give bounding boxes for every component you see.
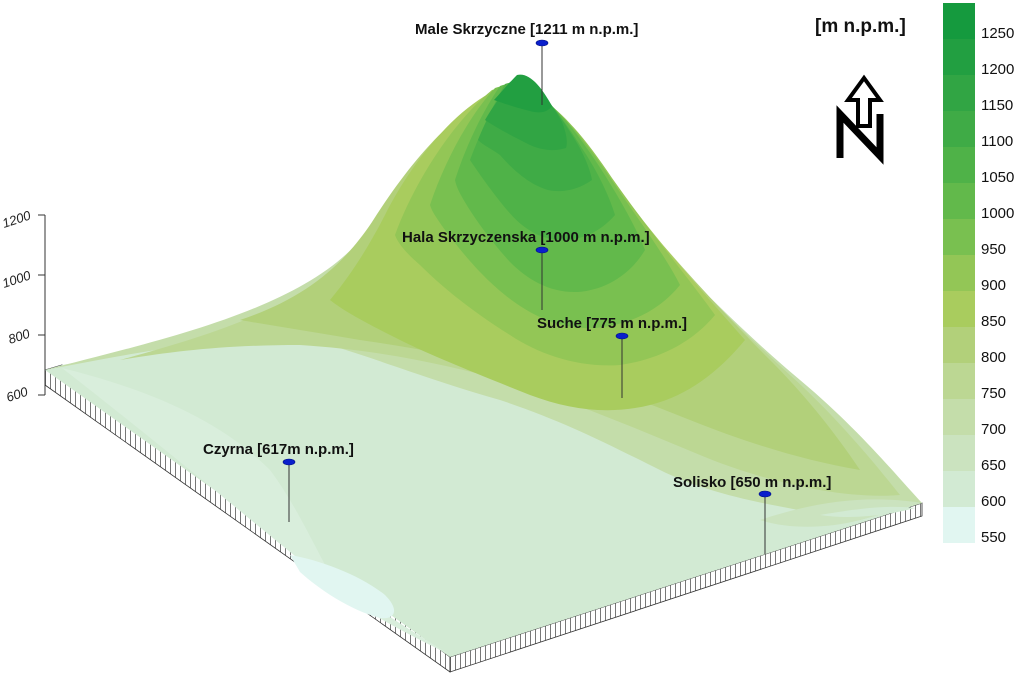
legend-label: 1250 [981,25,1014,42]
legend-swatch [943,3,975,39]
north-arrow-icon [836,74,884,165]
legend-swatch [943,255,975,291]
peak-pin-icon [535,39,549,47]
peak-solisko: Solisko [650 m n.p.m.] [673,474,831,554]
legend-label: 800 [981,349,1006,366]
legend-swatch [943,471,975,507]
legend-label: 1200 [981,61,1014,78]
legend-swatch [943,291,975,327]
legend-swatch [943,75,975,111]
legend-label: 1050 [981,169,1014,186]
axis-tick-label: 600 [4,384,30,405]
peak-label: Male Skrzyczne [1211 m n.p.m.] [415,21,638,38]
peak-markers: Male Skrzyczne [1211 m n.p.m.] Hala Skrz… [203,21,831,554]
legend-swatch [943,111,975,147]
peak-czyrna: Czyrna [617m n.p.m.] [203,441,354,522]
legend-label: 850 [981,313,1006,330]
peak-hala-skrzyczenska: Hala Skrzyczenska [1000 m n.p.m.] [402,229,650,310]
legend-label: 900 [981,277,1006,294]
axis-tick-label: 1000 [0,267,33,290]
axis-tick-label: 800 [6,326,32,347]
legend-label: 650 [981,457,1006,474]
legend-swatch [943,399,975,435]
legend-label: 1100 [981,133,1013,150]
elevation-legend: 1250 1200 1150 1100 1050 1000 950 900 850 800 750 7… [943,3,1014,546]
peak-label: Suche [775 m n.p.m.] [537,315,687,332]
peak-pin-icon [282,458,296,466]
legend-swatch [943,507,975,543]
peak-pin-icon [535,246,549,254]
peak-label: Hala Skrzyczenska [1000 m n.p.m.] [402,229,650,246]
legend-label: 550 [981,529,1006,546]
legend-swatch [943,327,975,363]
legend-label: 1000 [981,205,1014,222]
legend-swatch [943,147,975,183]
legend-label: 1150 [981,97,1013,114]
legend-swatch [943,219,975,255]
legend-label: 750 [981,385,1006,402]
peak-pin-icon [758,490,772,498]
legend-swatch [943,435,975,471]
legend-unit-label: [m n.p.m.] [815,16,906,37]
peak-male-skrzyczne: Male Skrzyczne [1211 m n.p.m.] [415,21,638,105]
legend-label: 700 [981,421,1006,438]
legend-swatch [943,183,975,219]
legend-label: 950 [981,241,1006,258]
legend-swatch [943,39,975,75]
peak-label: Solisko [650 m n.p.m.] [673,474,831,491]
axis-tick-label: 1200 [0,207,33,230]
peak-pin-icon [615,332,629,340]
peak-label: Czyrna [617m n.p.m.] [203,441,354,458]
terrain-surface [45,74,922,657]
peak-suche: Suche [775 m n.p.m.] [537,315,687,398]
legend-label: 600 [981,493,1006,510]
legend-swatch [943,363,975,399]
elevation-axis: 600 800 1000 1200 [0,207,46,405]
